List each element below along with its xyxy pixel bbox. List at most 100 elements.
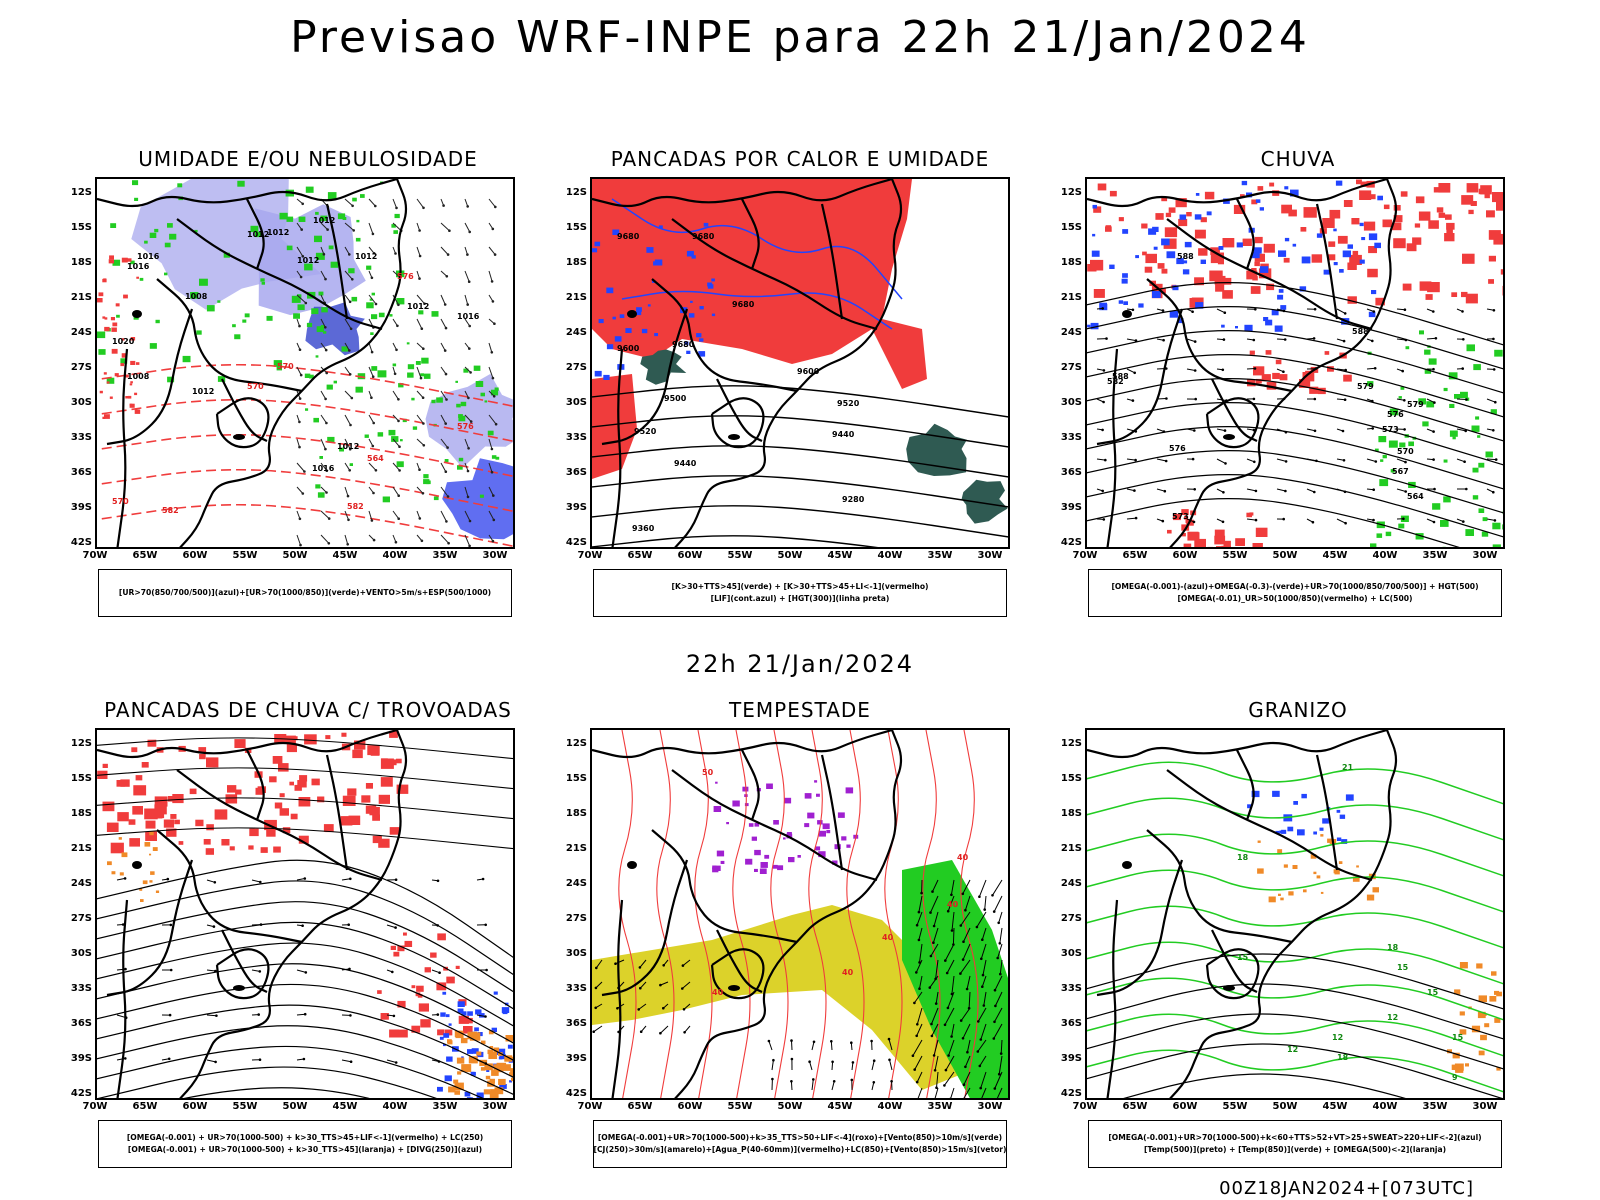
field-speckle <box>748 823 754 827</box>
field-speckle <box>1442 546 1446 547</box>
field-speckle <box>130 360 136 365</box>
field-speckle <box>463 368 469 373</box>
wind-vector <box>344 342 350 351</box>
wind-vector-head <box>659 983 662 987</box>
state-border <box>1315 754 1339 871</box>
field-speckle <box>1123 301 1128 305</box>
field-speckle <box>455 380 458 383</box>
wind-vector-head <box>398 445 401 449</box>
country-border <box>156 829 303 944</box>
contour-label: 588 <box>1352 327 1369 336</box>
field-speckle <box>1491 971 1497 976</box>
wind-vector <box>960 1007 971 1021</box>
wind-vector-head <box>662 1006 665 1010</box>
latitude-tick-label: 36S <box>565 467 587 478</box>
longitude-tick-label: 50W <box>282 550 308 561</box>
field-speckle <box>121 257 128 263</box>
streamline-arrow-head <box>1404 338 1408 342</box>
field-speckle <box>1422 421 1429 427</box>
wind-vector <box>934 1055 939 1071</box>
wind-vector <box>440 366 447 375</box>
field-speckle <box>1259 207 1264 211</box>
field-speckle <box>686 350 691 354</box>
field-speckle <box>110 223 117 228</box>
latitude-tick-label: 42S <box>565 537 587 548</box>
wind-vector-head <box>492 518 496 522</box>
legend-line: [LIF](cont.azul) + [HGT(300)](linha pret… <box>710 594 890 603</box>
streamline-arrow <box>1396 458 1406 463</box>
wind-vector-head <box>371 444 375 448</box>
wind-vector-head <box>933 1069 937 1072</box>
streamline-arrow-head <box>1193 340 1197 343</box>
latitude-tick-label: 27S <box>565 362 587 373</box>
country-border <box>592 179 893 208</box>
wind-vector-head <box>418 277 421 280</box>
wind-vector <box>830 1041 833 1051</box>
field-speckle <box>1480 1034 1487 1041</box>
wind-vector <box>811 1079 814 1091</box>
forecast-map: 1012 1012 1012 1012 1012 1008 1016 1016 1020 1008… <box>95 177 515 549</box>
wind-vector <box>440 294 446 305</box>
field-speckle <box>1352 250 1359 256</box>
field-speckle <box>832 860 838 865</box>
field-speckle <box>250 225 259 233</box>
field-speckle <box>297 294 302 298</box>
wind-vector <box>951 1023 955 1037</box>
field-speckle <box>1152 226 1159 232</box>
field-speckle <box>389 314 393 317</box>
streamline-250 <box>97 901 513 993</box>
field-speckle <box>411 1025 421 1033</box>
field-speckle <box>1383 204 1390 210</box>
field-speckle <box>369 298 373 301</box>
field-speckle <box>1265 350 1272 355</box>
wind-vector-head <box>469 371 472 374</box>
field-speckle <box>1328 241 1336 247</box>
wind-vector-head <box>468 230 472 234</box>
field-speckle <box>505 1035 513 1042</box>
wind-vector <box>595 981 603 989</box>
field-speckle <box>437 1029 445 1036</box>
wind-vector <box>440 534 449 544</box>
state-border <box>820 203 844 320</box>
streamline-arrow-head <box>1342 548 1345 550</box>
field-speckle <box>1198 248 1208 256</box>
streamline-arrow-head <box>1165 397 1168 400</box>
wind-vector <box>944 943 955 961</box>
streamline-arrow <box>1276 458 1287 462</box>
contour-label: 15 <box>1397 963 1409 972</box>
wind-vector-head <box>639 1030 643 1033</box>
wind-vector <box>976 911 987 928</box>
wind-vector <box>964 1055 971 1067</box>
state-border <box>325 754 349 871</box>
wind-vector-head <box>913 1001 916 1005</box>
contour-label: 9500 <box>664 394 687 403</box>
streamline-arrow <box>116 877 126 881</box>
field-speckle <box>286 743 297 753</box>
wind-vector <box>981 975 987 987</box>
wind-vector <box>464 462 469 472</box>
field-speckle <box>1141 223 1148 229</box>
height-500-contour <box>1087 378 1503 442</box>
contour-label: 579 <box>1357 382 1374 391</box>
field-speckle <box>389 730 398 738</box>
field-speckle <box>1244 324 1253 332</box>
latitude-tick-label: 18S <box>70 257 92 268</box>
field-speckle <box>341 346 348 352</box>
field-speckle <box>1444 233 1455 242</box>
wind-vector-head <box>444 470 448 474</box>
field-speckle <box>164 272 168 276</box>
field-speckle <box>274 802 283 809</box>
field-speckle <box>1297 829 1305 836</box>
state-border <box>176 769 383 882</box>
field-speckle <box>784 797 792 804</box>
field-speckle <box>698 351 706 357</box>
wind-vector <box>392 414 399 422</box>
field-speckle <box>1216 546 1228 547</box>
field-speckle <box>154 804 167 815</box>
longitude-tick-label: 55W <box>727 550 753 561</box>
field-speckle <box>473 365 481 371</box>
wind-vector-head <box>324 326 327 329</box>
streamline-arrow <box>1126 338 1137 342</box>
contour-label: 18 <box>1387 943 1399 952</box>
